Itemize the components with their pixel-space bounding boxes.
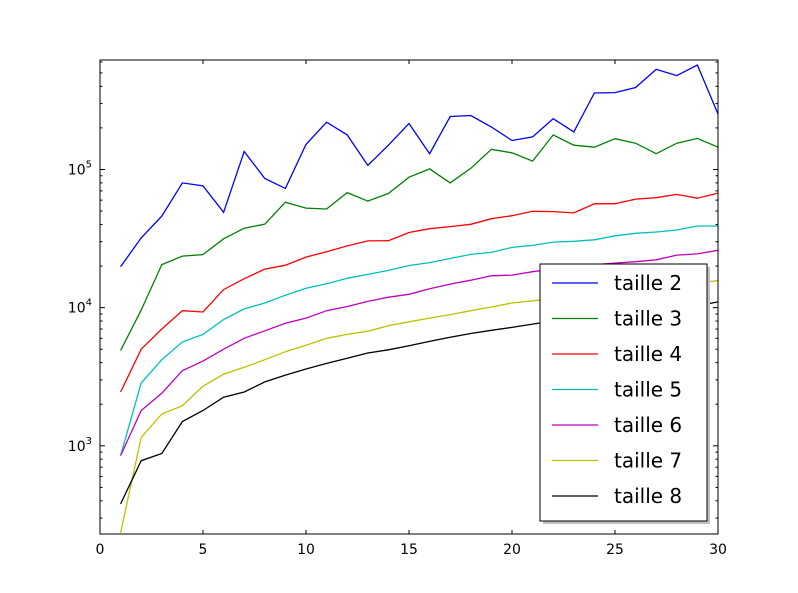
- series-line-6: [120, 249, 718, 456]
- series-line-3: [120, 134, 718, 351]
- x-tick-label: 10: [297, 542, 315, 558]
- x-tick-label: 20: [503, 542, 521, 558]
- legend-label: taille 2: [614, 271, 682, 295]
- y-tick-label: 105: [68, 159, 92, 178]
- x-axis: 0 5 10 15 20 25 30: [96, 60, 727, 558]
- y-tick-label: 103: [68, 436, 92, 455]
- series-line-5: [119, 225, 718, 456]
- series-line-2: [120, 64, 718, 268]
- legend-label: taille 3: [614, 307, 682, 331]
- x-tick-label: 30: [709, 542, 727, 558]
- legend-label: taille 6: [614, 413, 682, 437]
- x-tick-label: 5: [199, 542, 208, 558]
- legend-label: taille 5: [614, 378, 682, 402]
- legend-label: taille 4: [614, 342, 682, 366]
- x-tick-label: 15: [400, 542, 418, 558]
- legend: taille 2 taille 3 taille 4 taille 5 taille 6…: [539, 263, 710, 524]
- y-axis: 103 104 105: [68, 61, 718, 519]
- x-tick-label: 25: [606, 542, 624, 558]
- legend-label: taille 8: [614, 484, 682, 508]
- legend-box: [539, 263, 708, 522]
- x-tick-label: 0: [96, 542, 105, 558]
- y-tick-label: 104: [68, 298, 92, 317]
- series-line-4: [120, 192, 718, 393]
- legend-label: taille 7: [614, 449, 682, 473]
